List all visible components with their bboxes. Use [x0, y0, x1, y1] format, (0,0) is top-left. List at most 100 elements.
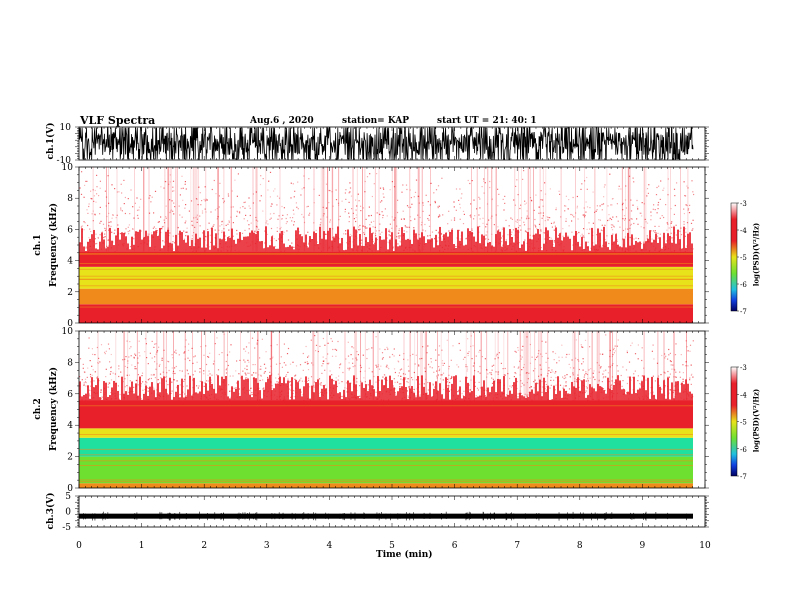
ch2-spec-noise-dot: [375, 364, 377, 366]
ch1-spec-noise-dot: [523, 170, 525, 172]
ch2-spec-noise-dot: [218, 353, 220, 356]
ch2-spec-noise-dot: [258, 387, 260, 389]
ch1-spec-band-edge: [289, 245, 291, 252]
ch2-spec-noise-dot: [529, 343, 531, 346]
ch1-spec-noise-dot: [391, 181, 393, 183]
ch1-spec-noise-dot: [656, 235, 659, 237]
ch1-spec-noise-dot: [137, 214, 139, 216]
ch2-spec-streak: [227, 331, 228, 401]
ch1-spec-noise-dot: [525, 218, 528, 220]
ch1-spec-noise-dot: [365, 218, 367, 220]
ch1-spec-band-edge: [585, 241, 587, 252]
ch2-spec-band-edge: [203, 393, 205, 401]
ch1-spec-noise-dot: [519, 219, 521, 221]
ch1-spec-noise-dot: [177, 227, 179, 229]
ch2-spec-noise-dot: [129, 380, 131, 382]
ch2-spec-noise-dot: [383, 374, 385, 376]
ch2-spec-noise-dot: [484, 358, 486, 360]
ch2-spec-noise-dot: [371, 347, 373, 349]
ch2-spec-band-edge: [609, 388, 611, 401]
ch3-waveform-ytick-label-2: -5: [62, 523, 71, 533]
ch1-spec-noise-dot: [582, 214, 584, 216]
ch1-spec-streak: [320, 167, 322, 252]
ch2-spec-noise-dot: [407, 359, 409, 361]
ch1-spec-band-edge: [323, 231, 325, 252]
ch2-spec-noise-dot: [124, 386, 126, 388]
ch1-spec-noise-dot: [360, 205, 362, 207]
ch2-spec-band-edge: [505, 396, 507, 401]
ch1-spec-noise-dot: [541, 199, 544, 201]
ch2-spec-band-edge: [87, 385, 89, 401]
ch2-spec-noise-dot: [223, 333, 225, 335]
ch1-spec-noise-dot: [572, 196, 574, 199]
ch1-spec-noise-dot: [273, 190, 275, 192]
ch1-spec-noise-dot: [424, 223, 426, 226]
ch2-spec-noise-dot: [83, 384, 85, 386]
ch2-spec-noise-dot: [334, 348, 336, 350]
ch1-spec-noise-dot: [170, 210, 172, 212]
ch1-spec-noise-dot: [683, 223, 685, 225]
ch2-spec-noise-dot: [478, 351, 480, 353]
ch2-spec-noise-dot: [517, 396, 519, 398]
ch1-spec-noise-dot: [99, 234, 101, 236]
ch2-spec-noise-dot: [396, 381, 399, 383]
ch1-spec-streak: [417, 167, 419, 252]
ch1-spec-band-edge: [491, 245, 493, 252]
ch2-spec-noise-dot: [337, 379, 339, 381]
ch1-spec-band-edge: [661, 248, 663, 252]
ch1-spec-noise-dot: [87, 212, 89, 214]
ch1-spec-streak: [108, 167, 109, 252]
ch1-spec-noise-dot: [293, 196, 295, 198]
ch2-spec-band-edge: [283, 377, 285, 401]
ch1-spec-noise-dot: [147, 233, 149, 235]
ch2-spec-noise-dot: [575, 357, 577, 359]
ch2-spec-noise-dot: [467, 338, 469, 340]
ch2-spec-noise-dot: [187, 357, 189, 359]
ch1-spec-noise-dot: [594, 211, 596, 213]
ch2-spec-noise-dot: [436, 370, 438, 372]
ch2-spec-noise-dot: [526, 336, 528, 338]
ch1-spec-noise-dot: [172, 235, 174, 237]
ch2-spec-noise-dot: [171, 367, 173, 369]
ch1-spec-noise-dot: [487, 238, 490, 240]
ch2-spec-noise-dot: [581, 363, 583, 365]
ch2-spec-noise-dot: [302, 369, 304, 371]
ch1-spec-band-2: [79, 266, 693, 289]
ch1-spec-band-edge: [551, 239, 553, 252]
ch2-spec-noise-dot: [600, 366, 602, 368]
ch1-spec-noise-dot: [332, 236, 334, 239]
ch2-spec-noise-dot: [578, 368, 580, 371]
ch2-spec-streak: [317, 331, 319, 401]
ch2-spec-noise-dot: [466, 366, 469, 368]
ch2-spec-noise-dot: [314, 335, 316, 337]
ch2-spec-noise-dot: [187, 349, 190, 351]
ch1-spec-streak: [395, 167, 396, 252]
ch1-spec-noise-dot: [687, 187, 689, 189]
ch1-spec-noise-dot: [370, 221, 372, 223]
ch1-spec-noise-dot: [344, 208, 346, 210]
ch2-spec-band-edge: [685, 379, 687, 401]
ch2-spec-noise-dot: [288, 381, 291, 383]
ch1-spec-noise-dot: [134, 202, 136, 204]
ch1-spec-noise-dot: [81, 171, 83, 173]
ch2-spec-noise-dot: [342, 371, 344, 374]
ch2-spec-noise-dot: [366, 357, 368, 360]
ch1-spec-band-edge: [281, 231, 283, 252]
ch1-spec-band-edge: [451, 229, 453, 252]
ch1-spec-band-edge: [113, 245, 115, 252]
ch2-spec-noise-dot: [225, 372, 228, 374]
ch2-spec-band-edge: [327, 399, 329, 401]
ch2-spec-noise-dot: [192, 394, 194, 396]
ch1-spec-noise-dot: [182, 187, 184, 189]
ch2-spec-band-edge: [627, 391, 629, 401]
ch2-spec-noise-dot: [344, 387, 346, 389]
ch2-spec-noise-dot: [438, 369, 440, 372]
ch2-spec-noise-dot: [105, 376, 107, 378]
ch2-spec-noise-dot: [281, 366, 283, 368]
ch2-spec-streak: [173, 331, 174, 401]
ch1-spec-noise-dot: [687, 209, 689, 211]
ch1-spec-noise-dot: [389, 189, 391, 191]
ch1-spec-noise-dot: [100, 220, 102, 222]
ch1-spec-noise-dot: [349, 187, 352, 189]
ch2-spec-noise-dot: [151, 340, 153, 342]
